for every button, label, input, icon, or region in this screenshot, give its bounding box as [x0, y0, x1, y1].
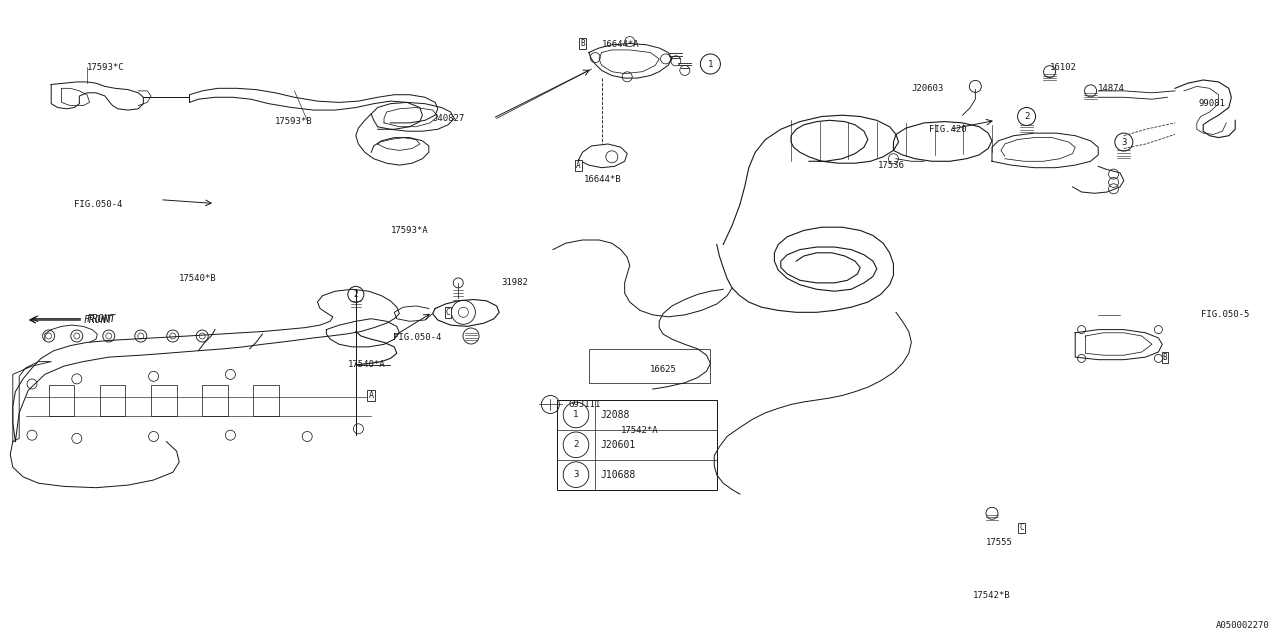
Text: 17536: 17536	[878, 161, 905, 170]
Text: 1: 1	[708, 60, 713, 68]
Text: FIG.050-4: FIG.050-4	[393, 333, 442, 342]
Text: 2: 2	[573, 440, 579, 449]
Bar	[253, 385, 279, 416]
Text: 31982: 31982	[502, 278, 529, 287]
Text: FRONT: FRONT	[83, 315, 113, 325]
Text: J40827: J40827	[433, 114, 465, 123]
Text: B: B	[1162, 353, 1167, 362]
Text: 99081: 99081	[1198, 99, 1225, 108]
Text: 17540*A: 17540*A	[348, 360, 385, 369]
Text: 2: 2	[1024, 112, 1029, 121]
Text: A050002270: A050002270	[1216, 621, 1270, 630]
Text: 2: 2	[353, 290, 358, 299]
Text: FIG.050-5: FIG.050-5	[1201, 310, 1249, 319]
Text: 3: 3	[1121, 138, 1126, 147]
Text: A: A	[576, 161, 581, 170]
Text: 16102: 16102	[1050, 63, 1076, 72]
Bar	[589, 349, 710, 383]
Text: 16644*A: 16644*A	[602, 40, 639, 49]
Text: FRONT: FRONT	[87, 314, 116, 324]
Text: 17555: 17555	[986, 538, 1012, 547]
Text: J20603: J20603	[911, 84, 943, 93]
Text: FIG.420: FIG.420	[929, 125, 966, 134]
Text: J20601: J20601	[600, 440, 636, 450]
Text: G93111: G93111	[568, 400, 600, 409]
Text: 1: 1	[573, 410, 579, 419]
Text: 17542*B: 17542*B	[973, 591, 1010, 600]
Bar	[151, 385, 177, 416]
Bar	[557, 400, 717, 490]
Text: C: C	[1019, 524, 1024, 532]
Text: 16644*B: 16644*B	[584, 175, 621, 184]
Text: 17540*B: 17540*B	[179, 274, 216, 283]
Text: J2088: J2088	[600, 410, 630, 420]
Text: FIG.050-4: FIG.050-4	[74, 200, 123, 209]
Text: B: B	[580, 39, 585, 48]
Text: 14874: 14874	[1098, 84, 1125, 93]
Text: 17593*C: 17593*C	[87, 63, 124, 72]
Text: 17593*A: 17593*A	[390, 226, 428, 235]
Text: C: C	[445, 308, 451, 317]
Text: 3: 3	[573, 470, 579, 479]
Bar	[49, 385, 74, 416]
Text: A: A	[369, 391, 374, 400]
Text: J10688: J10688	[600, 470, 636, 479]
Text: 17593*B: 17593*B	[275, 117, 312, 126]
Bar	[202, 385, 228, 416]
Text: 16625: 16625	[650, 365, 677, 374]
Bar	[100, 385, 125, 416]
Text: 17542*A: 17542*A	[621, 426, 658, 435]
